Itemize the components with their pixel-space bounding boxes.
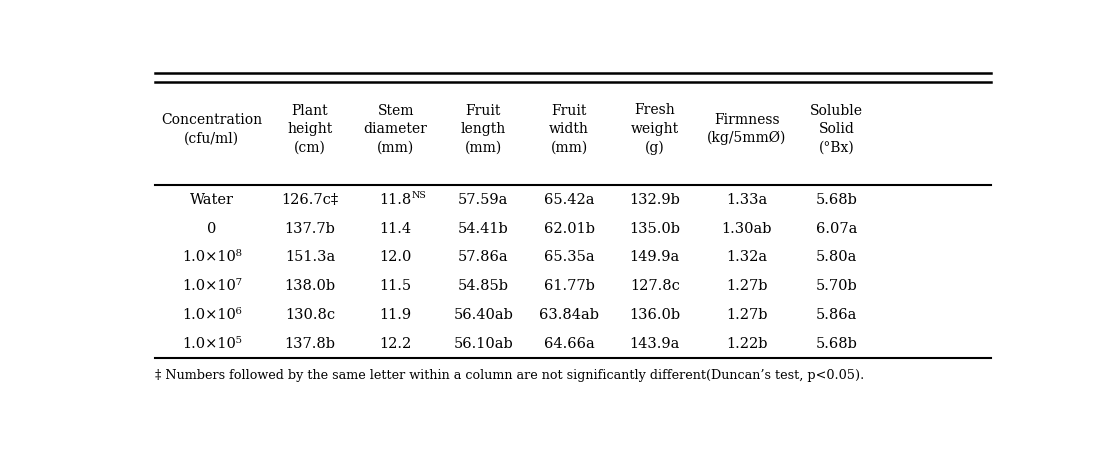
Text: 1.27b: 1.27b xyxy=(726,308,768,322)
Text: 151.3a: 151.3a xyxy=(285,251,335,264)
Text: 56.40ab: 56.40ab xyxy=(453,308,513,322)
Text: 130.8c: 130.8c xyxy=(285,308,335,322)
Text: 54.41b: 54.41b xyxy=(458,222,509,236)
Text: 63.84ab: 63.84ab xyxy=(539,308,599,322)
Text: Water: Water xyxy=(190,193,233,207)
Text: 1.22b: 1.22b xyxy=(726,337,768,351)
Text: 5.68b: 5.68b xyxy=(815,193,857,207)
Text: Fresh
weight
(g): Fresh weight (g) xyxy=(630,104,679,155)
Text: Fruit
width
(mm): Fruit width (mm) xyxy=(550,104,589,154)
Text: 0: 0 xyxy=(207,222,217,236)
Text: 5.86a: 5.86a xyxy=(816,308,857,322)
Text: 65.35a: 65.35a xyxy=(544,251,594,264)
Text: 62.01b: 62.01b xyxy=(543,222,595,236)
Text: Plant
height
(cm): Plant height (cm) xyxy=(288,104,333,154)
Text: 136.0b: 136.0b xyxy=(629,308,680,322)
Text: 138.0b: 138.0b xyxy=(284,279,335,293)
Text: 11.8: 11.8 xyxy=(379,193,411,207)
Text: 5.70b: 5.70b xyxy=(815,279,857,293)
Text: 5.80a: 5.80a xyxy=(816,251,857,264)
Text: 6.07a: 6.07a xyxy=(816,222,857,236)
Text: 137.8b: 137.8b xyxy=(284,337,335,351)
Text: 12.2: 12.2 xyxy=(379,337,411,351)
Text: 1.0×10⁸: 1.0×10⁸ xyxy=(181,251,242,264)
Text: Soluble
Solid
(°Bx): Soluble Solid (°Bx) xyxy=(810,104,863,154)
Text: 135.0b: 135.0b xyxy=(629,222,680,236)
Text: 137.7b: 137.7b xyxy=(284,222,335,236)
Text: 1.0×10⁵: 1.0×10⁵ xyxy=(181,337,242,351)
Text: ‡ Numbers followed by the same letter within a column are not significantly diff: ‡ Numbers followed by the same letter wi… xyxy=(155,369,865,382)
Text: 149.9a: 149.9a xyxy=(629,251,680,264)
Text: 54.85b: 54.85b xyxy=(458,279,509,293)
Text: 1.0×10⁶: 1.0×10⁶ xyxy=(182,308,241,322)
Text: 61.77b: 61.77b xyxy=(544,279,595,293)
Text: 1.27b: 1.27b xyxy=(726,279,768,293)
Text: NS: NS xyxy=(411,191,426,200)
Text: 56.10ab: 56.10ab xyxy=(453,337,513,351)
Text: 127.8c: 127.8c xyxy=(629,279,680,293)
Text: 132.9b: 132.9b xyxy=(629,193,680,207)
Text: 11.9: 11.9 xyxy=(379,308,411,322)
Text: Fruit
length
(mm): Fruit length (mm) xyxy=(461,104,507,154)
Text: 64.66a: 64.66a xyxy=(544,337,594,351)
Text: 126.7c‡: 126.7c‡ xyxy=(281,193,338,207)
Text: 57.86a: 57.86a xyxy=(458,251,509,264)
Text: 57.59a: 57.59a xyxy=(458,193,509,207)
Text: 1.33a: 1.33a xyxy=(726,193,768,207)
Text: Firmness
(kg/5mmØ): Firmness (kg/5mmØ) xyxy=(707,113,786,146)
Text: 143.9a: 143.9a xyxy=(629,337,680,351)
Text: 65.42a: 65.42a xyxy=(544,193,594,207)
Text: 5.68b: 5.68b xyxy=(815,337,857,351)
Text: 1.0×10⁷: 1.0×10⁷ xyxy=(181,279,242,293)
Text: 1.30ab: 1.30ab xyxy=(721,222,772,236)
Text: 1.32a: 1.32a xyxy=(727,251,768,264)
Text: 11.5: 11.5 xyxy=(379,279,411,293)
Text: 11.4: 11.4 xyxy=(379,222,411,236)
Text: Concentration
(cfu/ml): Concentration (cfu/ml) xyxy=(161,113,262,145)
Text: Stem
diameter
(mm): Stem diameter (mm) xyxy=(364,104,428,154)
Text: 12.0: 12.0 xyxy=(379,251,411,264)
